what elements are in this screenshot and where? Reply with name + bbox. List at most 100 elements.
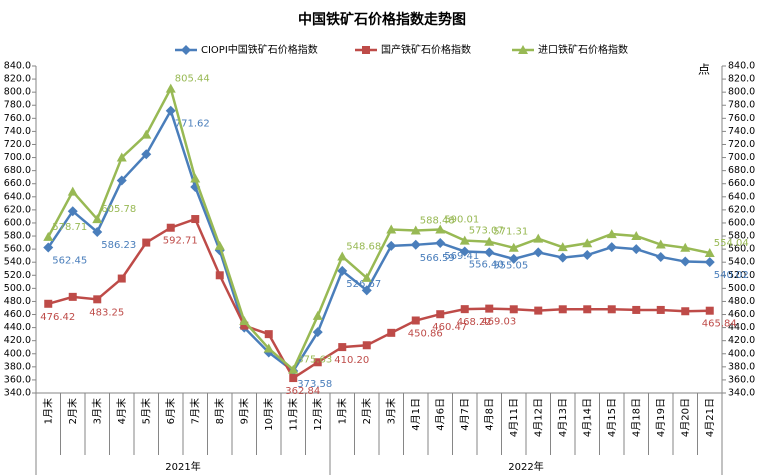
data-label: 805.44 xyxy=(175,74,210,85)
point xyxy=(484,247,495,258)
point xyxy=(680,242,691,252)
x-tick-label: 4月12日 xyxy=(532,398,544,437)
y-tick-label: 440.0 xyxy=(4,322,31,333)
y-tick-label: 500.0 xyxy=(4,283,31,294)
data-label: 590.01 xyxy=(444,214,479,225)
point xyxy=(362,341,371,350)
x-tick-label: 4月20日 xyxy=(679,398,691,437)
point xyxy=(632,305,641,314)
point xyxy=(289,374,298,383)
y2-tick-label: 340.0 xyxy=(728,388,755,399)
y-tick-label: 560.0 xyxy=(4,244,31,255)
data-label: 588.48 xyxy=(420,215,455,226)
y2-tick-label: 680.0 xyxy=(728,165,755,176)
data-label: 450.86 xyxy=(408,328,443,339)
point xyxy=(704,257,715,268)
group-label: 2021年 xyxy=(165,460,200,473)
y-tick-label: 700.0 xyxy=(4,152,31,163)
point xyxy=(68,292,77,301)
x-tick-label: 10月末 xyxy=(262,398,275,431)
x-tick-label: 4月19日 xyxy=(655,398,667,437)
y2-tick-label: 600.0 xyxy=(728,217,755,228)
point xyxy=(705,306,714,315)
chart-title: 中国铁矿石价格指数走势图 xyxy=(298,11,466,28)
data-label: 468.22 xyxy=(457,317,492,328)
y2-axis-label: 点 xyxy=(698,63,710,77)
point xyxy=(92,226,103,237)
point xyxy=(411,316,420,325)
data-label: 460.47 xyxy=(432,322,467,333)
series-line xyxy=(47,217,710,380)
point xyxy=(239,316,250,326)
legend-marker xyxy=(181,45,191,55)
point xyxy=(43,231,54,241)
x-tick-label: 4月15日 xyxy=(606,398,618,437)
point xyxy=(117,274,126,283)
point xyxy=(508,253,519,264)
data-label: 571.31 xyxy=(493,227,528,238)
point xyxy=(557,242,568,252)
point xyxy=(459,246,470,257)
y-tick-label: 680.0 xyxy=(4,165,31,176)
x-tick-label: 4月8日 xyxy=(483,398,495,431)
data-label: 375.63 xyxy=(297,355,332,366)
x-tick-label: 1月末 xyxy=(41,398,54,424)
point xyxy=(141,129,152,139)
point xyxy=(93,295,102,304)
point xyxy=(533,247,544,258)
x-tick-label: 4月末 xyxy=(115,398,128,424)
y2-tick-label: 840.0 xyxy=(728,61,755,72)
data-label: 483.25 xyxy=(89,307,124,318)
series-line xyxy=(47,107,710,373)
point xyxy=(337,251,348,261)
data-label: 548.68 xyxy=(346,242,381,253)
y2-tick-label: 420.0 xyxy=(728,335,755,346)
point xyxy=(607,305,616,314)
point xyxy=(288,364,299,374)
group-label: 2022年 xyxy=(508,460,543,473)
data-label: 592.71 xyxy=(163,236,198,247)
y-tick-label: 760.0 xyxy=(4,113,31,124)
data-label: 373.58 xyxy=(297,379,332,390)
point xyxy=(558,305,567,314)
x-tick-label: 5月末 xyxy=(139,398,152,424)
y2-tick-label: 760.0 xyxy=(728,113,755,124)
y2-tick-label: 500.0 xyxy=(728,283,755,294)
point xyxy=(361,285,372,296)
y2-tick-label: 660.0 xyxy=(728,178,755,189)
data-label: 605.78 xyxy=(101,204,136,215)
y-tick-label: 380.0 xyxy=(4,361,31,372)
legend-label: 国产铁矿石价格指数 xyxy=(381,43,471,56)
x-tick-label: 3月末 xyxy=(384,398,397,424)
legend-marker xyxy=(362,46,370,54)
point xyxy=(656,305,665,314)
point xyxy=(533,233,544,243)
x-tick-label: 1月末 xyxy=(335,398,348,424)
point xyxy=(92,214,103,224)
x-tick-label: 3月末 xyxy=(90,398,103,424)
point xyxy=(680,256,691,267)
point xyxy=(43,242,54,253)
x-tick-label: 4月6日 xyxy=(434,398,446,431)
y-tick-label: 400.0 xyxy=(4,348,31,359)
point xyxy=(313,358,322,367)
point xyxy=(44,299,53,308)
point xyxy=(631,231,642,241)
point xyxy=(410,239,421,250)
y2-tick-label: 580.0 xyxy=(728,231,755,242)
x-tick-label: 9月末 xyxy=(237,398,250,424)
point xyxy=(435,237,446,248)
x-tick-label: 4月18日 xyxy=(630,398,642,437)
point xyxy=(509,305,518,314)
series-line xyxy=(47,85,711,372)
y2-tick-label: 700.0 xyxy=(728,152,755,163)
point xyxy=(165,105,176,116)
y2-tick-label: 640.0 xyxy=(728,191,755,202)
point xyxy=(410,225,421,235)
point xyxy=(337,265,348,276)
y2-tick-label: 740.0 xyxy=(728,126,755,137)
point xyxy=(386,240,397,251)
point xyxy=(338,343,347,352)
